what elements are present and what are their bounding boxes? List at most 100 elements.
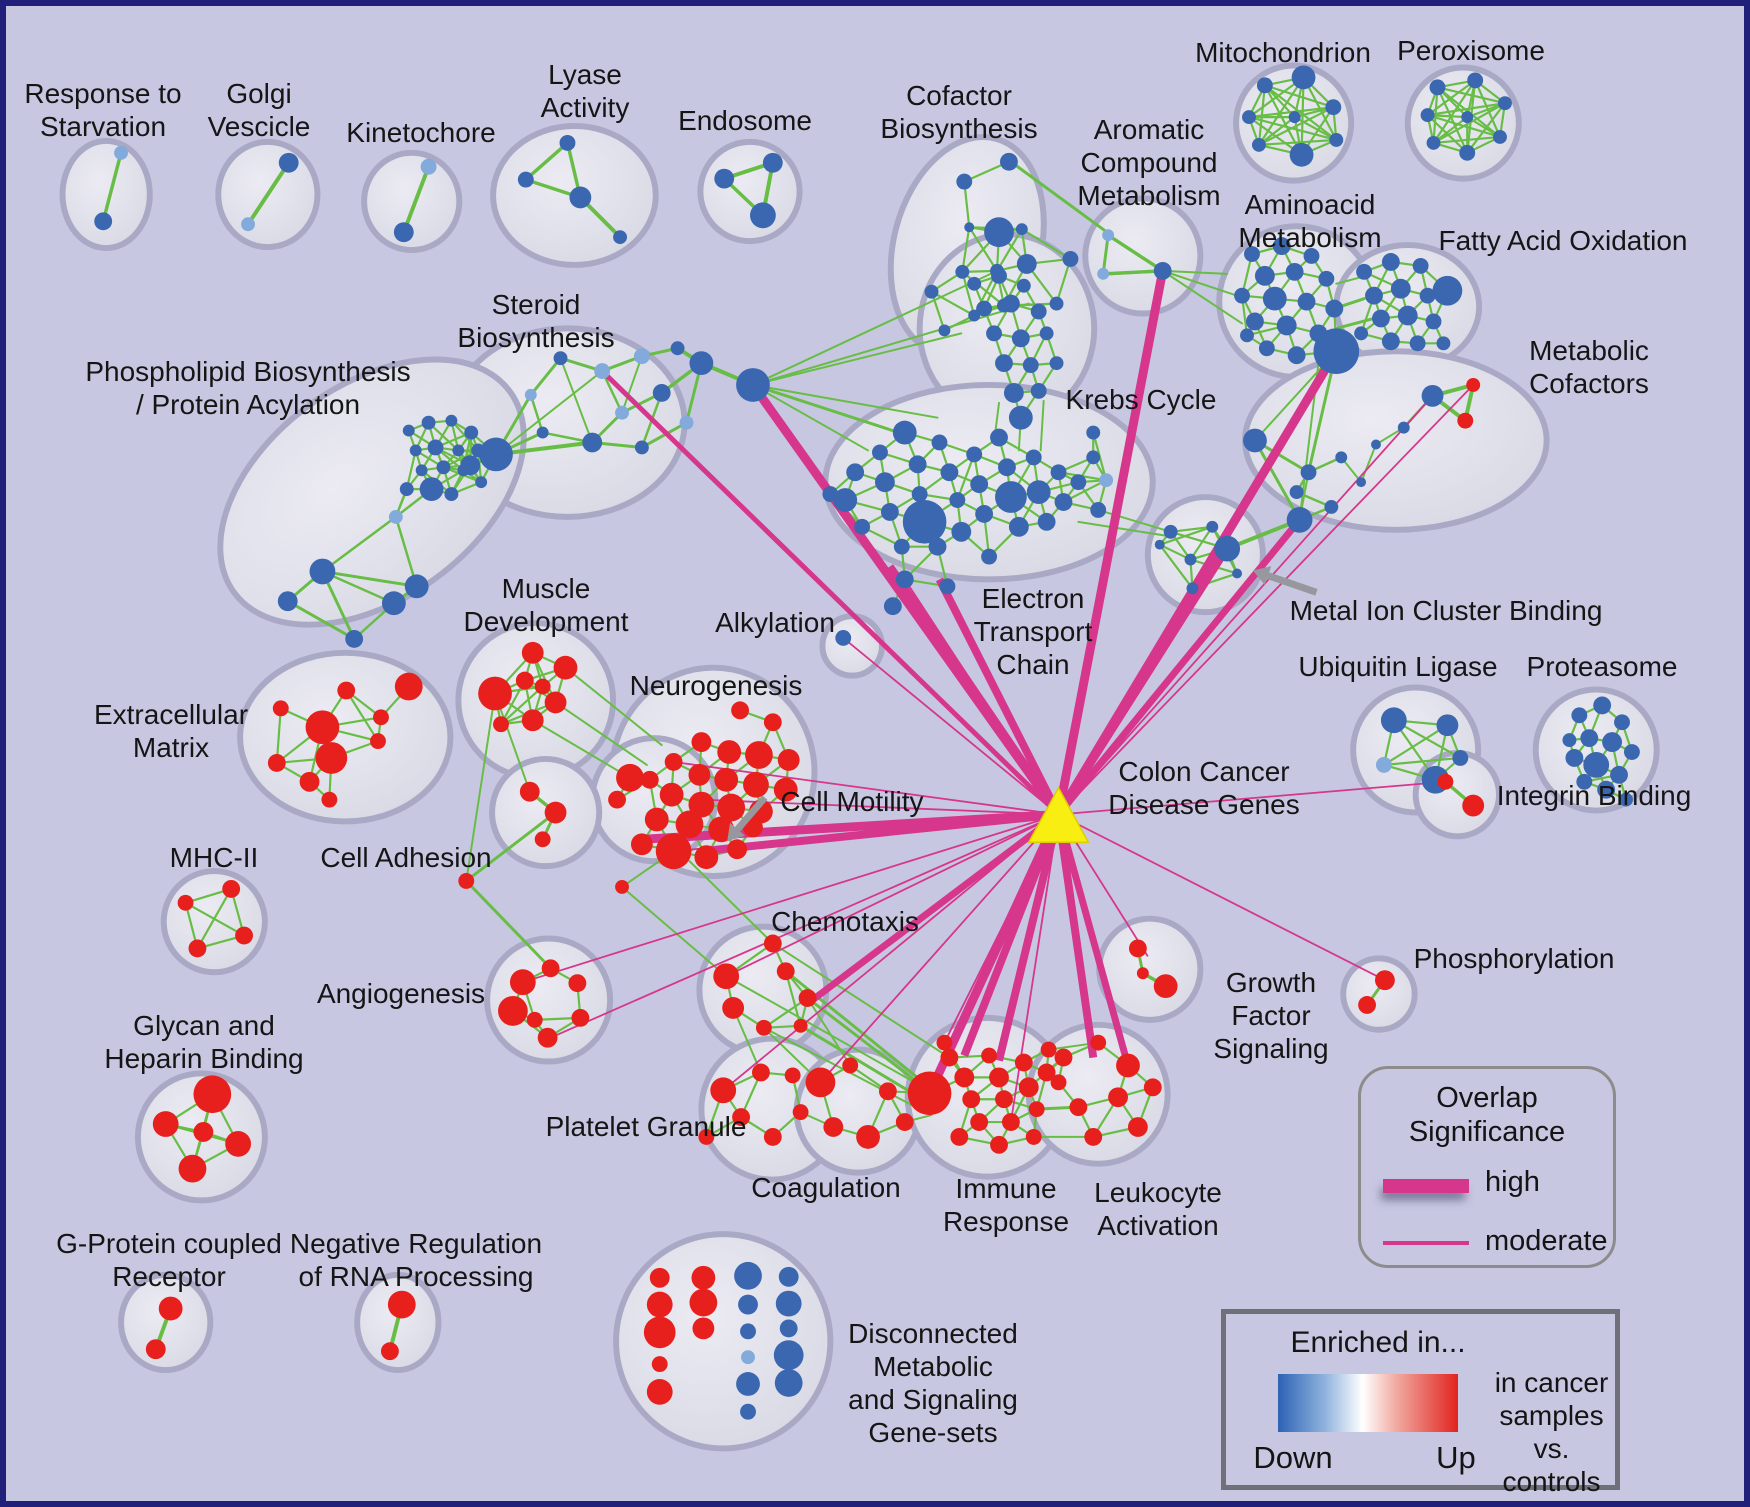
gene-set-node xyxy=(419,477,444,502)
gene-set-node xyxy=(345,629,364,648)
gene-set-node xyxy=(1153,974,1178,999)
gene-set-node xyxy=(950,1127,969,1146)
edge xyxy=(1009,160,1113,237)
gene-set-node xyxy=(1432,275,1463,306)
edge xyxy=(554,701,648,766)
gene-set-node xyxy=(1436,714,1459,737)
gene-set-node xyxy=(1251,137,1266,152)
gene-set-node xyxy=(1576,773,1593,790)
gene-set-node xyxy=(1050,464,1067,481)
gene-set-node xyxy=(1102,229,1115,242)
enrichment-note-line1: in cancer xyxy=(1494,1367,1609,1398)
gene-set-node xyxy=(895,570,914,589)
gene-set-node xyxy=(999,152,1018,171)
edge xyxy=(1106,233,1165,273)
gene-set-node xyxy=(517,171,534,188)
gene-set-node xyxy=(1409,335,1426,352)
pointer-arrow-shaft xyxy=(1266,572,1318,596)
gene-set-node xyxy=(1015,223,1028,236)
gene-set-node xyxy=(1206,520,1219,533)
overlap-edge-moderate xyxy=(1010,814,1060,1123)
gene-set-node xyxy=(1018,1077,1039,1098)
gene-set-node xyxy=(553,351,568,366)
gene-set-node xyxy=(445,414,458,427)
edge xyxy=(1020,228,1072,261)
gene-set-node xyxy=(1623,744,1640,760)
edge xyxy=(275,707,282,765)
gene-set-node xyxy=(1452,750,1469,766)
gene-set-node xyxy=(722,997,745,1019)
gene-set-node xyxy=(1069,1098,1088,1117)
gene-set-node xyxy=(878,1082,897,1101)
top-layer xyxy=(727,566,1318,844)
enrichment-note-line3: vs. controls xyxy=(1502,1433,1601,1497)
gene-set-node xyxy=(634,440,649,455)
gene-set-node xyxy=(793,1018,808,1033)
gene-set-node xyxy=(1186,582,1199,595)
gene-set-node xyxy=(710,1077,737,1104)
edge xyxy=(1158,543,1194,590)
gene-set-node xyxy=(750,202,776,229)
gene-set-node xyxy=(1049,296,1064,311)
gene-set-node xyxy=(1421,384,1444,407)
edge xyxy=(1426,79,1477,117)
gene-set-node xyxy=(582,432,603,453)
overlap-edge-high xyxy=(700,810,1059,856)
overlap-edge-moderate xyxy=(1057,384,1474,816)
edge xyxy=(1382,724,1449,766)
edge xyxy=(1253,439,1302,522)
gene-set-node xyxy=(1420,108,1435,123)
gene-set-node xyxy=(235,926,253,945)
gene-set-node xyxy=(321,791,338,808)
gene-set-node xyxy=(1246,312,1264,331)
gene-set-node xyxy=(1001,1113,1020,1131)
moderate-significance-swatch xyxy=(1383,1241,1469,1245)
gene-set-node xyxy=(751,1063,770,1082)
gene-set-node xyxy=(755,1019,772,1036)
gene-set-node xyxy=(1397,421,1410,434)
gene-set-node xyxy=(691,1265,716,1290)
edge xyxy=(1161,269,1229,275)
edge xyxy=(961,270,976,317)
gene-set-node xyxy=(1090,502,1107,518)
gene-set-node xyxy=(615,405,629,420)
gene-set-node xyxy=(966,446,983,463)
gene-set-node xyxy=(911,486,928,503)
enrichment-color-gradient xyxy=(1278,1374,1458,1432)
edge xyxy=(529,356,563,397)
gene-set-node xyxy=(568,974,587,993)
gene-set-node xyxy=(373,709,389,726)
gene-set-node xyxy=(1050,1074,1067,1091)
gene-set-node xyxy=(1457,412,1474,429)
edge xyxy=(464,811,558,883)
gene-set-node xyxy=(1070,474,1087,491)
gene-set-node xyxy=(976,300,993,317)
gene-set-node xyxy=(640,770,659,789)
edge xyxy=(401,164,431,235)
overlap-legend-title-line1: Overlap xyxy=(1436,1082,1538,1114)
cluster-response-to-starvation xyxy=(59,137,153,252)
edge xyxy=(1293,116,1338,142)
gene-set-node xyxy=(970,475,989,494)
gene-set-node xyxy=(692,1317,715,1340)
edge xyxy=(1432,116,1469,144)
edge xyxy=(725,975,916,1084)
gene-set-node xyxy=(778,1266,799,1287)
gene-set-node xyxy=(1049,356,1064,371)
edge xyxy=(751,383,907,437)
pointer-arrow-head xyxy=(1252,566,1272,586)
gene-set-node xyxy=(267,753,286,772)
gene-set-node xyxy=(1214,535,1241,562)
pointer-arrow-shaft xyxy=(734,795,768,832)
edge xyxy=(1257,116,1296,146)
gene-set-node xyxy=(1614,714,1630,731)
gene-set-node xyxy=(1381,332,1400,351)
edge xyxy=(1426,114,1502,139)
gene-set-node xyxy=(1397,305,1418,326)
enrichment-down-label: Down xyxy=(1253,1440,1333,1475)
gene-set-node xyxy=(981,1047,998,1064)
edge xyxy=(184,901,246,937)
gene-set-node xyxy=(893,538,910,555)
gene-set-node xyxy=(1090,1034,1107,1051)
gene-set-nodes xyxy=(94,65,1640,1420)
